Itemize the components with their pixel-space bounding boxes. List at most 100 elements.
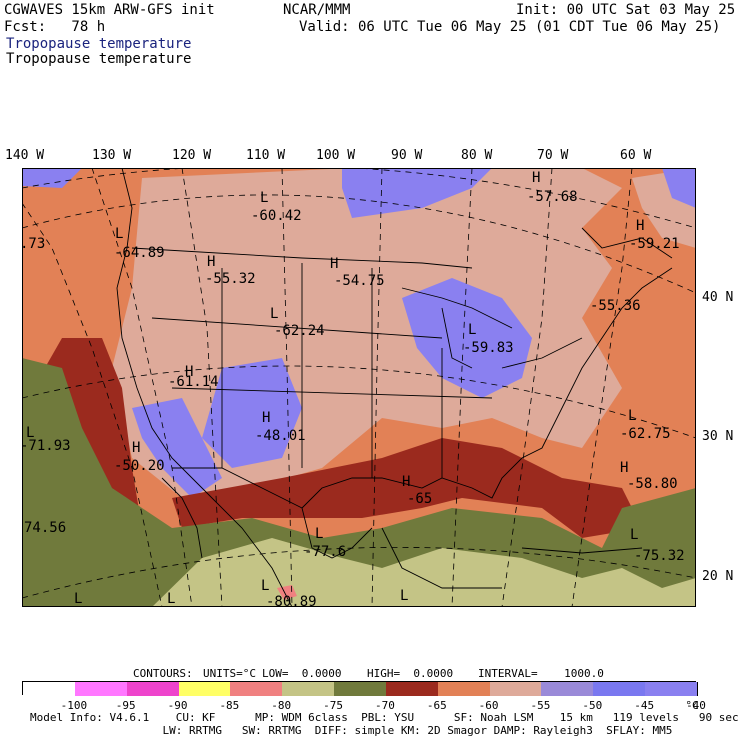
low-marker: L — [468, 322, 476, 338]
high-marker: H — [532, 170, 540, 186]
lon-label: 140 W — [5, 148, 45, 163]
colorbar-swatch — [230, 682, 284, 696]
low-marker: L — [167, 591, 175, 607]
model-info: Model Info: V4.6.1 CU: KF MP: WDM 6class… — [30, 711, 739, 724]
lon-label: 130 W — [92, 148, 132, 163]
colorbar-strip — [22, 681, 698, 696]
high-marker: H — [330, 256, 338, 272]
colorbar-swatch — [489, 682, 543, 696]
lon-label: 110 W — [246, 148, 286, 163]
lon-label: 60 W — [620, 148, 652, 163]
colorbar-swatch — [593, 682, 647, 696]
colorbar-label: -60 — [478, 699, 499, 712]
forecast-hour: Fcst: 78 h — [4, 19, 106, 35]
map-value: -62.24 — [274, 323, 325, 339]
map-value: -65 — [407, 491, 432, 507]
colorbar-label: -40 — [686, 699, 706, 712]
colorbar-label: -70 — [374, 699, 395, 712]
lon-label: 100 W — [316, 148, 356, 163]
field-fill-purple — [22, 168, 82, 188]
map-value: -54.75 — [334, 273, 385, 289]
map-value: -58.80 — [627, 476, 678, 492]
map-value: -55.36 — [590, 298, 641, 314]
map-value: -64.89 — [114, 245, 165, 261]
low-marker: L — [261, 578, 269, 594]
field-title-blue: Tropopause temperature — [6, 36, 192, 52]
tropopause-temperature-map: L -71.93 H -50.20 H -61.14 L -64.89 H -5… — [22, 168, 696, 607]
map-value: -61.14 — [168, 374, 219, 390]
colorbar-unit: °C — [685, 699, 699, 712]
low-marker: L — [628, 408, 636, 424]
low-marker: L — [630, 527, 638, 543]
map-value: -57.68 — [527, 189, 578, 205]
colorbar-swatch — [23, 682, 76, 696]
lat-label: 40 N — [702, 290, 734, 305]
field-title: Tropopause temperature — [6, 51, 192, 67]
lon-label: 90 W — [391, 148, 423, 163]
map-value: -55.32 — [205, 271, 256, 287]
map-value: -71.93 — [22, 438, 71, 454]
field-fill-purple — [342, 168, 492, 218]
field-fill-darkred — [172, 438, 642, 538]
map-value: -48.01 — [255, 428, 306, 444]
colorbar-swatch — [437, 682, 491, 696]
units-label: UNITS=°C — [203, 667, 256, 680]
colorbar-swatch — [334, 682, 387, 696]
high-marker: H — [132, 440, 140, 456]
colorbar-label: -65 — [426, 699, 447, 712]
low-marker: L — [315, 526, 323, 542]
high-marker: H — [636, 218, 644, 234]
high-marker: H — [262, 410, 270, 426]
field-fill-purple — [662, 168, 696, 208]
low-marker: L — [115, 226, 123, 242]
model-physics: LW: RRTMG SW: RRTMG DIFF: simple KM: 2D … — [30, 724, 673, 737]
colorbar-label: -90 — [167, 699, 188, 712]
colorbar-label: -95 — [115, 699, 136, 712]
field-fill-purple — [132, 398, 222, 498]
colorbar-label: -45 — [634, 699, 655, 712]
high-marker: H — [185, 364, 193, 380]
map-value: .73 — [22, 236, 45, 252]
colorbar-label: -50 — [582, 699, 603, 712]
colorbar-label: -80 — [271, 699, 292, 712]
low-marker: L — [400, 588, 408, 604]
field-fill-olive — [22, 358, 696, 607]
high-marker: H — [620, 460, 628, 476]
colorbar-label: -100 — [60, 699, 88, 712]
lon-label: 70 W — [537, 148, 569, 163]
lat-label: 20 N — [702, 569, 734, 584]
low-marker: L — [74, 591, 82, 607]
field-fill-purple — [202, 358, 302, 468]
low-marker: L — [260, 190, 268, 206]
colorbar-label: -75 — [323, 699, 343, 712]
map-value: -59.21 — [629, 236, 680, 252]
colorbar-label: -55 — [530, 699, 551, 712]
lat-label: 30 N — [702, 429, 734, 444]
contour-label: CONTOURS: — [133, 667, 193, 680]
field-fill-purple — [402, 278, 532, 398]
low-marker: L — [270, 306, 278, 322]
org-label: NCAR/MMM — [283, 2, 351, 18]
map-value: -62.75 — [620, 426, 671, 442]
colorbar-swatch — [282, 682, 336, 696]
map-value: -50.20 — [114, 458, 165, 474]
colorbar-label: -85 — [219, 699, 240, 712]
lon-label: 80 W — [461, 148, 493, 163]
map-value: -60.42 — [251, 208, 302, 224]
init-time: Init: 00 UTC Sat 03 May 25 — [516, 2, 736, 18]
colorbar-swatch — [645, 682, 698, 696]
high-marker: H — [207, 254, 215, 270]
high-marker: H — [402, 474, 410, 490]
colorbar-swatch — [541, 682, 595, 696]
colorbar-swatch — [74, 682, 128, 696]
colorbar-swatch — [178, 682, 232, 696]
colorbar-swatch — [385, 682, 439, 696]
valid-time: Valid: 06 UTC Tue 06 May 25 (01 CDT Tue … — [299, 19, 721, 35]
map-value: -59.83 — [463, 340, 514, 356]
map-value: -75.32 — [634, 548, 685, 564]
map-value: 74.56 — [24, 520, 66, 536]
map-value: -77.6 — [304, 544, 346, 560]
colorbar-swatch — [126, 682, 180, 696]
coastlines — [116, 168, 673, 607]
lon-label: 120 W — [172, 148, 212, 163]
